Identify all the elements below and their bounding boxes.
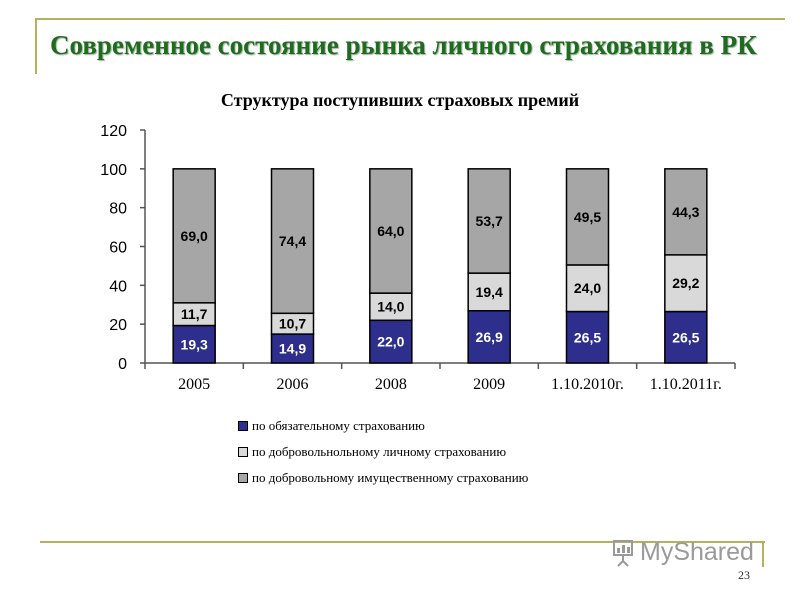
data-label: 14,9 [279,341,306,357]
chart-legend: по обязательному страхованию по добровол… [238,413,528,491]
x-category-label: 2009 [473,376,505,393]
data-label: 44,3 [672,204,699,220]
legend-item-voluntary-property: по добровольному имущественному страхова… [238,465,528,491]
bar-segment [565,168,610,266]
data-label: 22,0 [377,334,404,350]
x-category-label: 2008 [375,376,407,393]
bar-segment [369,168,413,294]
chart-title: Структура поступивших страховых премий [220,90,580,110]
data-label: 74,4 [279,233,306,249]
data-label: 19,3 [181,336,208,352]
legend-item-voluntary-personal: по добровольнольному личному страхованию [238,439,528,465]
bar-segment [172,324,216,364]
title-rule-horizontal [35,18,785,20]
data-label: 64,0 [377,223,404,239]
data-label: 26,5 [574,329,601,345]
bar-segment [369,292,413,322]
data-label: 11,7 [181,306,208,322]
y-tick-label: 40 [109,278,127,295]
data-label: 10,7 [279,316,306,332]
data-label: 26,5 [672,329,699,345]
y-tick-label: 0 [118,356,127,373]
legend-swatch-mandatory [238,421,248,431]
legend-label-voluntary-personal: по добровольнольному личному страхованию [252,444,507,459]
presentation-screen-icon [613,539,633,567]
footer-rule-vertical [762,541,764,567]
legend-item-mandatory: по обязательному страхованию [238,413,528,439]
bar-segment [270,333,315,364]
bar-segment [664,168,708,256]
data-label: 69,0 [181,228,208,244]
bar-segment [467,168,511,274]
data-label: 26,9 [476,329,503,345]
watermark-text: MyShared [640,538,754,566]
x-category-label: 1.10.2010г. [551,376,624,393]
x-category-label: 2005 [178,376,210,393]
bar-segment [172,168,216,304]
bar-segment [467,272,511,312]
footer-rule-horizontal [40,541,765,543]
legend-label-mandatory: по обязательному страхованию [252,418,425,433]
data-label: 19,4 [476,284,503,300]
y-tick-label: 20 [109,317,127,334]
data-label: 14,0 [377,299,404,315]
bar-segment [270,168,315,315]
y-tick-label: 120 [100,123,127,140]
y-tick-label: 100 [100,162,127,179]
y-tick-label: 60 [109,240,127,257]
bar-segment [565,264,610,313]
data-label: 53,7 [476,213,503,229]
legend-label-voluntary-property: по добровольному имущественному страхова… [252,470,529,485]
page-number: 23 [738,568,750,582]
legend-swatch-voluntary-property [238,473,248,483]
y-tick-label: 80 [109,201,127,218]
bar-segment [369,319,413,364]
legend-swatch-voluntary-personal [238,447,248,457]
x-category-label: 2006 [277,376,309,393]
data-label: 29,2 [672,275,699,291]
data-label: 49,5 [574,209,601,225]
slide-title: Современное состояние рынка личного стра… [50,30,757,60]
x-category-label: 1.10.2011г. [650,376,722,393]
title-rule-vertical [35,18,37,74]
bar-segment [467,310,511,364]
watermark-logo: MyShared [612,538,754,567]
data-label: 24,0 [574,280,601,296]
